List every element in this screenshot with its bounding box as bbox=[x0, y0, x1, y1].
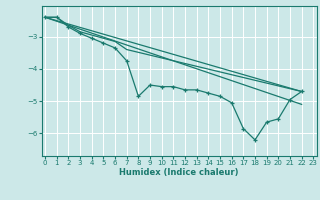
X-axis label: Humidex (Indice chaleur): Humidex (Indice chaleur) bbox=[119, 168, 239, 177]
